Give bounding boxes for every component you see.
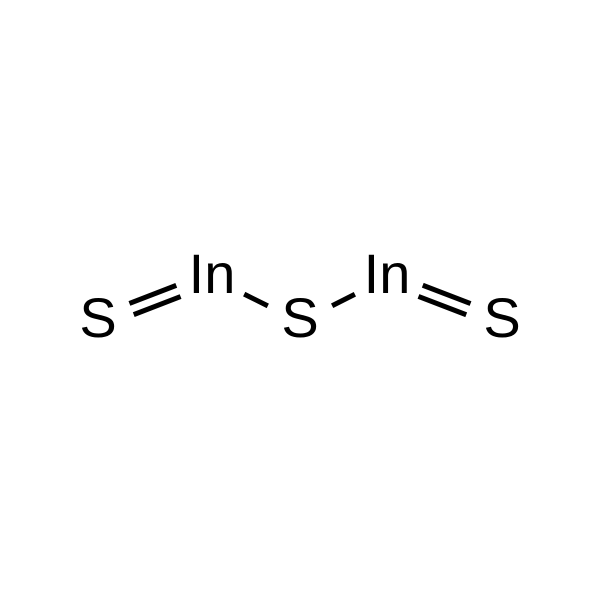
chemical-structure: S In S In S [0, 0, 600, 600]
atom-label-In: In [364, 242, 411, 305]
atom-label-In: In [189, 242, 236, 305]
bond [244, 294, 268, 306]
bond [332, 294, 355, 306]
atom-label-S: S [483, 286, 520, 349]
atom-label-S: S [79, 286, 116, 349]
atom-label-S: S [281, 286, 318, 349]
